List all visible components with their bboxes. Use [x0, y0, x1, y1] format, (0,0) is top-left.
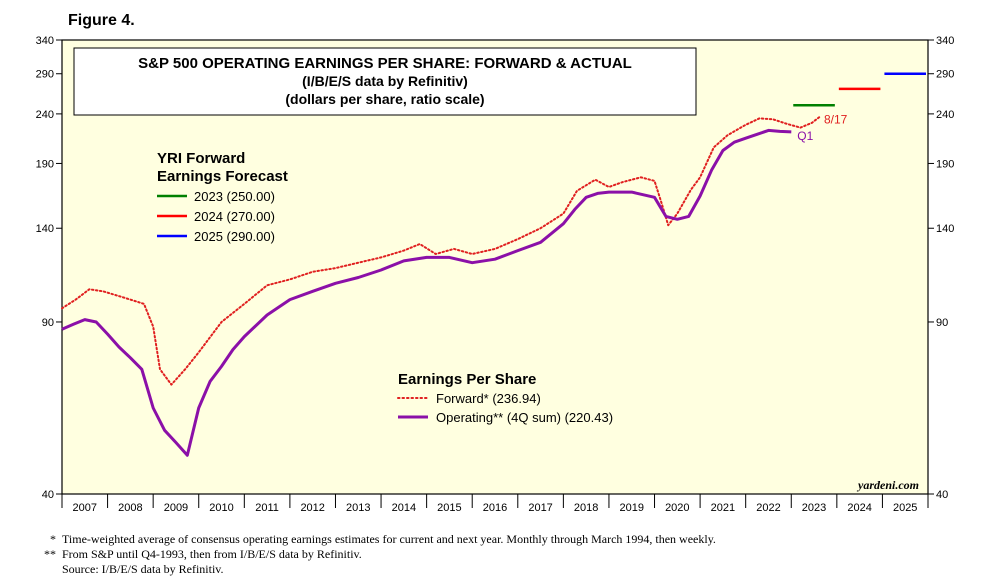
y-tick-label-right: 340	[936, 35, 954, 47]
chart-subtitle-1: (I/B/E/S data by Refinitiv)	[302, 73, 468, 89]
chart-title: S&P 500 OPERATING EARNINGS PER SHARE: FO…	[138, 55, 632, 72]
y-tick-label-left: 140	[36, 223, 54, 235]
eps-legend-label-operating: Operating** (4Q sum) (220.43)	[436, 410, 613, 425]
x-tick-label: 2020	[665, 502, 689, 514]
x-tick-label: 2010	[209, 502, 233, 514]
x-tick-label: 2025	[893, 502, 917, 514]
x-tick-label: 2012	[300, 502, 324, 514]
forecast-legend-label-2023: 2023 (250.00)	[194, 189, 275, 204]
operating-eps-line	[61, 128, 792, 457]
forecast-legend-label-2024: 2024 (270.00)	[194, 209, 275, 224]
x-tick-label: 2021	[711, 502, 735, 514]
y-tick-label-right: 190	[936, 158, 954, 170]
y-tick-label-right: 240	[936, 109, 954, 121]
y-tick-label-right: 90	[936, 317, 948, 329]
footnote-2-mark: **	[44, 547, 56, 561]
forward-eps-line	[61, 115, 821, 386]
x-tick-label: 2013	[346, 502, 370, 514]
title-box	[73, 47, 697, 116]
x-tick-label: 2024	[847, 502, 871, 514]
forecast-legend-title-1: YRI Forward	[157, 150, 245, 167]
chart-subtitle-2: (dollars per share, ratio scale)	[285, 91, 484, 107]
y-tick-label-left: 240	[36, 109, 54, 121]
y-tick-label-left: 40	[42, 489, 54, 501]
x-tick-label: 2022	[756, 502, 780, 514]
x-tick-label: 2009	[164, 502, 188, 514]
footnote-1: * Time-weighted average of consensus oper…	[34, 532, 716, 547]
x-tick-label: 2011	[255, 502, 279, 514]
x-tick-label: 2018	[574, 502, 598, 514]
x-tick-label: 2023	[802, 502, 826, 514]
eps-legend-label-forward: Forward* (236.94)	[436, 391, 541, 406]
x-tick-label: 2008	[118, 502, 142, 514]
y-tick-label-right: 40	[936, 489, 948, 501]
x-tick-label: 2014	[392, 502, 416, 514]
footnote-1-mark: *	[50, 532, 56, 546]
footnote-2: ** From S&P until Q4-1993, then from I/B/…	[34, 547, 362, 562]
y-tick-label-right: 290	[936, 69, 954, 81]
eps-legend-title: Earnings Per Share	[398, 371, 536, 388]
y-tick-label-left: 340	[36, 35, 54, 47]
y-tick-label-left: 90	[42, 317, 54, 329]
forecast-legend-title-2: Earnings Forecast	[157, 168, 288, 185]
footnote-1-text: Time-weighted average of consensus opera…	[62, 532, 716, 546]
y-tick-label-left: 290	[36, 69, 54, 81]
x-tick-label: 2017	[528, 502, 552, 514]
x-tick-label: 2019	[619, 502, 643, 514]
footnote-3-text: Source: I/B/E/S data by Refinitiv.	[62, 562, 224, 576]
operating-end-label: Q1	[797, 129, 813, 143]
plot-area	[61, 39, 929, 495]
footnote-3: Source: I/B/E/S data by Refinitiv.	[34, 562, 224, 577]
figure-label: Figure 4.	[68, 12, 135, 29]
x-tick-label: 2015	[437, 502, 461, 514]
y-tick-label-left: 190	[36, 158, 54, 170]
forecast-legend-label-2025: 2025 (290.00)	[194, 229, 275, 244]
watermark: yardeni.com	[856, 478, 919, 492]
y-tick-label-right: 140	[936, 223, 954, 235]
footnote-2-text: From S&P until Q4-1993, then from I/B/E/…	[62, 547, 362, 561]
x-tick-label: 2016	[483, 502, 507, 514]
x-tick-label: 2007	[73, 502, 97, 514]
forward-end-label: 8/17	[824, 113, 848, 127]
